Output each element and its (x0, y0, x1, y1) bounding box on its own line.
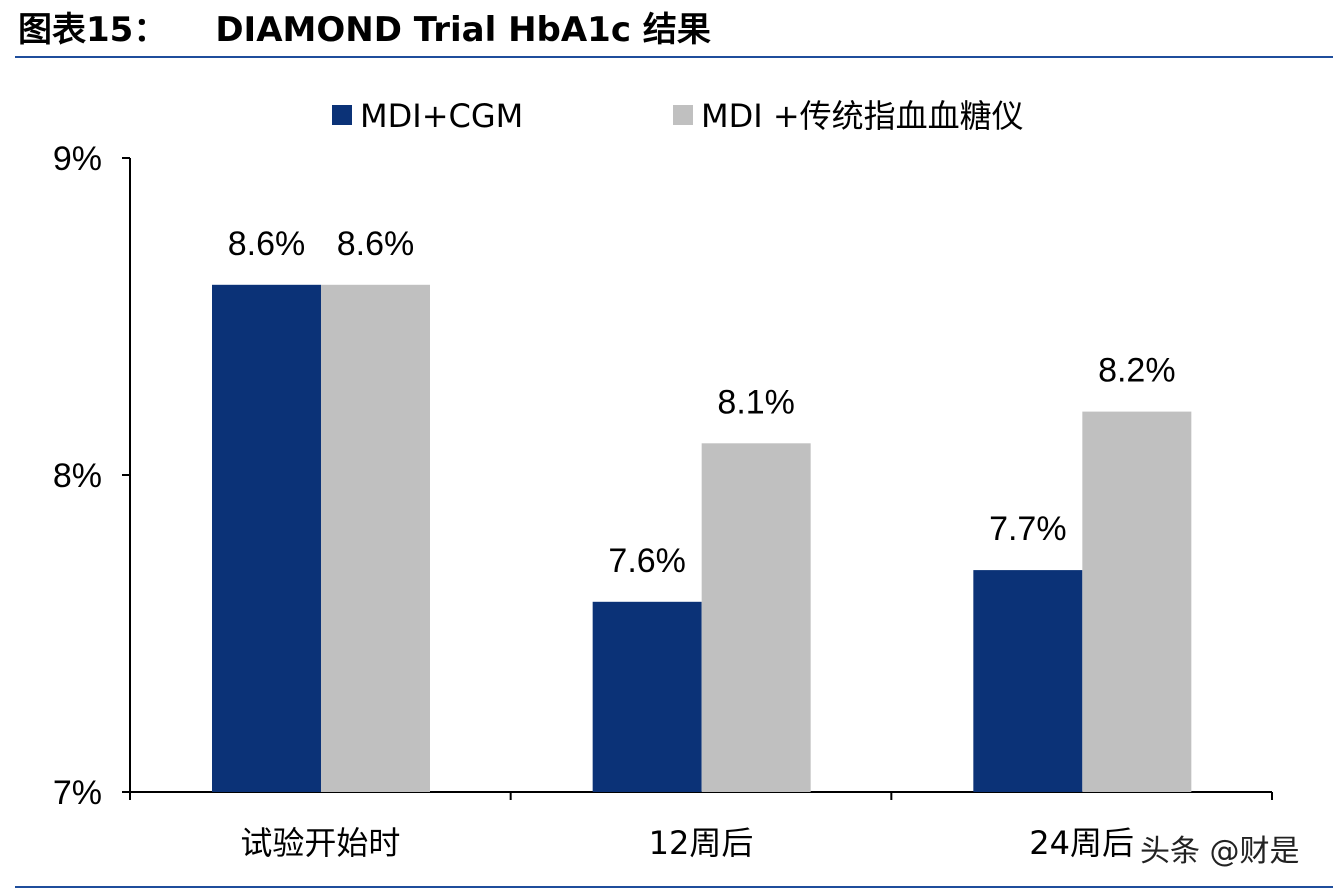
bar-mdi-cgm (973, 570, 1083, 792)
x-tick-label: 24周后 (1029, 824, 1134, 862)
data-label: 8.1% (717, 383, 795, 421)
legend-swatch-mdi-cgm (332, 105, 352, 125)
bar-mdi-cgm (212, 284, 321, 792)
data-label: 7.7% (989, 510, 1067, 548)
data-label: 8.6% (228, 225, 306, 263)
legend-swatch-mdi-smbg (673, 105, 693, 125)
y-tick-label: 7% (53, 774, 102, 812)
chart-header: 图表15： DIAMOND Trial HbA1c 结果 (18, 6, 711, 54)
watermark: 头条 @财是 (1140, 834, 1300, 869)
bar-mdi-smbg (701, 443, 811, 792)
x-tick-label: 试验开始时 (240, 824, 400, 862)
y-tick-label: 8% (53, 457, 102, 495)
bar-mdi-cgm (592, 601, 702, 792)
bar-mdi-smbg (1082, 411, 1192, 792)
data-label: 7.6% (608, 542, 686, 580)
bottom-rule (15, 886, 1333, 888)
x-tick-label: 12周后 (649, 824, 754, 862)
bar-mdi-smbg (321, 284, 430, 792)
legend-label: MDI +传统指血血糖仪 (701, 97, 1024, 135)
y-tick-label: 9% (53, 140, 102, 178)
figure-title: DIAMOND Trial HbA1c 结果 (215, 10, 711, 50)
data-label: 8.2% (1098, 352, 1176, 390)
data-label: 8.6% (337, 225, 415, 263)
top-rule (15, 56, 1333, 58)
legend-label: MDI+CGM (360, 97, 523, 135)
figure-label: 图表15： (18, 10, 168, 50)
